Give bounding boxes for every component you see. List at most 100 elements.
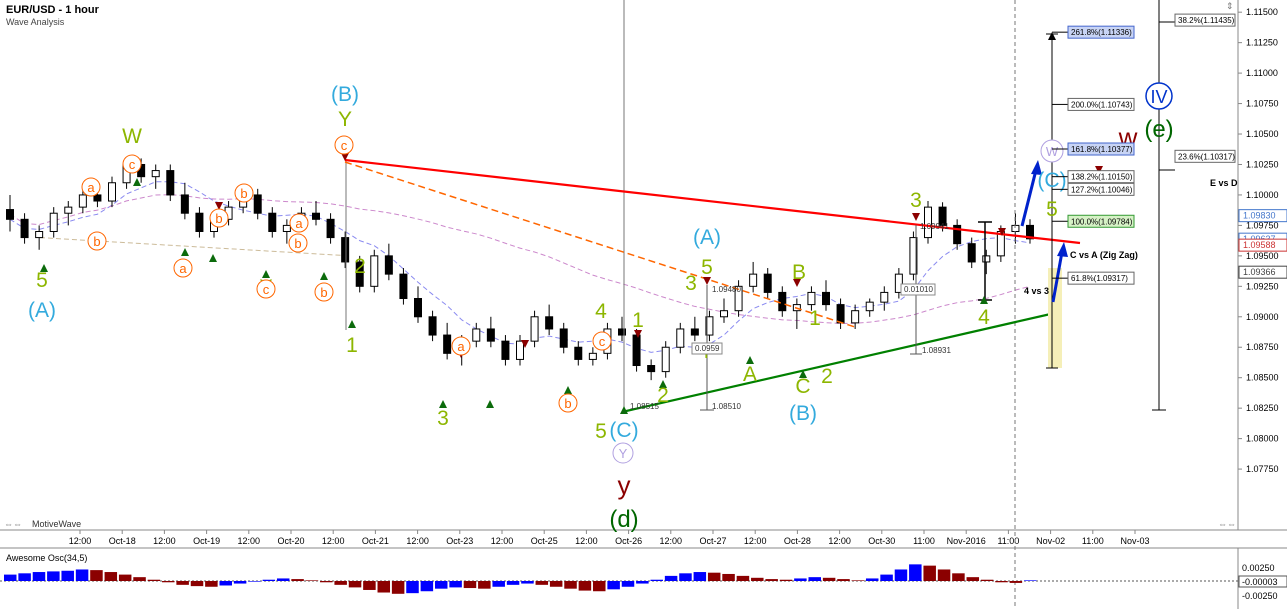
zoom-controls-right-icon[interactable]: ⇔⇔	[1218, 519, 1236, 529]
awesome-osc-bar	[492, 581, 505, 587]
price-tick-label: 1.09750	[1246, 220, 1279, 230]
awesome-osc-bar	[506, 581, 520, 585]
resistance-trendline[interactable]	[344, 158, 1081, 245]
price-axis: 1.11500 1.11250 1.11000 1.10750 1.10500 1.102…	[1238, 7, 1279, 474]
candle-body	[93, 194, 102, 202]
awesome-osc-bar	[894, 569, 908, 581]
time-tick-label: Oct-27	[699, 536, 726, 546]
awesome-osc-bar	[147, 579, 161, 581]
projection-arrow-2	[1051, 242, 1068, 303]
svg-text:a: a	[457, 339, 465, 354]
candle-body	[486, 328, 495, 342]
chart-subtitle: Wave Analysis	[6, 17, 65, 27]
price-tag-label: 1.09588	[1243, 240, 1276, 250]
candle-body	[618, 328, 626, 336]
fib-level-label: 138.2%(1.10150)	[1071, 173, 1133, 182]
time-tick-label: Nov-03	[1120, 536, 1149, 546]
chart-title: EUR/USD - 1 hour	[6, 4, 100, 16]
svg-text:c: c	[341, 138, 348, 153]
measure-labels: 0.01010 1.09941 1.09480 1.08931 1.08510 …	[630, 222, 951, 411]
zoom-controls-icon[interactable]: ⇔⇔	[4, 519, 22, 529]
time-tick-label: Oct-28	[784, 536, 811, 546]
candle-body	[428, 316, 437, 336]
awesome-osc-bar	[621, 581, 635, 587]
time-tick-label: 12:00	[660, 536, 683, 546]
awesome-osc-bar	[61, 570, 74, 581]
support-trendline[interactable]	[621, 311, 1056, 414]
fib-level-box	[1067, 271, 1135, 285]
price-tag-box	[1238, 265, 1287, 279]
awesome-osc-bar	[636, 581, 649, 584]
time-tick-label: Oct-21	[362, 536, 389, 546]
awesome-osc-bar	[32, 572, 46, 581]
wave-label-1-oct26: 1	[632, 309, 644, 332]
price-tick-label: 1.10500	[1246, 129, 1279, 139]
wave-label-1-oct20: 1	[346, 334, 358, 357]
scroll-up-icon[interactable]: ⇕	[1226, 1, 1234, 11]
candle-body	[909, 237, 918, 275]
awesome-osc-bar	[865, 578, 879, 581]
candle-body	[195, 212, 204, 232]
awesome-osc-bar	[880, 574, 893, 581]
fib-level-label: 127.2%(1.10046)	[1071, 185, 1133, 194]
candle-body	[268, 212, 277, 232]
awesome-osc-bar	[190, 581, 204, 587]
awesome-osc-bar	[463, 581, 477, 589]
svg-text:a: a	[87, 180, 95, 195]
svg-text:a: a	[179, 261, 187, 276]
candle-body	[370, 255, 379, 287]
fib-right-level-label: 23.6%(1.10317)	[1178, 152, 1235, 161]
wave-label-e: (e)	[1144, 116, 1173, 143]
awesome-osc-bar	[118, 574, 132, 581]
awesome-osc-bar	[607, 581, 620, 590]
price-tag-label: 1.09366	[1243, 267, 1276, 277]
candle-body	[1026, 224, 1034, 240]
svg-text:b: b	[215, 211, 222, 226]
awesome-osc-bar	[1009, 581, 1023, 583]
wave-label-5-oct26: 5	[701, 256, 713, 279]
price-tag-box	[1238, 209, 1287, 223]
candle-body	[924, 206, 932, 239]
candle-body	[414, 298, 422, 318]
time-tick-label: Oct-25	[531, 536, 558, 546]
price-tick-label: 1.09000	[1246, 312, 1279, 322]
awesome-osc-bar	[995, 581, 1008, 583]
time-tick-label: Oct-18	[109, 536, 136, 546]
svg-text:IV: IV	[1150, 87, 1167, 107]
price-tick-label: 1.07750	[1246, 464, 1279, 474]
awesome-osc-bar	[363, 581, 376, 590]
time-tick-label: 12:00	[153, 536, 176, 546]
candle-body	[967, 243, 976, 263]
fib-level-label: 200.0%(1.10743)	[1071, 100, 1133, 109]
awesome-osc-bar	[980, 579, 994, 581]
measure-label-delta: 0.0959	[695, 344, 720, 353]
candles	[6, 158, 1034, 381]
awesome-osc-bar	[707, 572, 721, 581]
fib-level-box	[1067, 142, 1135, 156]
candle-body	[108, 182, 116, 202]
candle-body	[530, 316, 539, 342]
wave-label-5-left: 5	[36, 269, 48, 292]
candle-body	[253, 194, 262, 214]
time-tick-label: 11:00	[913, 536, 935, 546]
price-tick-label: 1.10750	[1246, 99, 1279, 109]
awesome-osc-bar	[794, 578, 807, 581]
time-tick-label: Nov-2016	[947, 536, 986, 546]
awesome-osc-bar	[952, 573, 965, 581]
awesome-osc-bar	[291, 579, 304, 581]
awesome-osc-bar	[18, 573, 31, 581]
awesome-osc-bar	[320, 581, 333, 583]
awesome-osc-bar	[779, 579, 793, 581]
candle-body	[35, 230, 44, 239]
awesome-osc-bar	[521, 581, 534, 584]
fib-level-box	[1067, 182, 1135, 196]
price-tick-label: 1.10250	[1246, 159, 1279, 169]
awesome-osc-bar	[205, 581, 218, 587]
measure-label-oct25-low: 1.08515	[630, 402, 659, 411]
wave-label-C-target: (C)	[1037, 169, 1066, 192]
awesome-osc-bar	[47, 571, 60, 581]
awesome-osc-bar	[808, 577, 822, 581]
wave-label-B-oct27: B	[792, 261, 806, 284]
